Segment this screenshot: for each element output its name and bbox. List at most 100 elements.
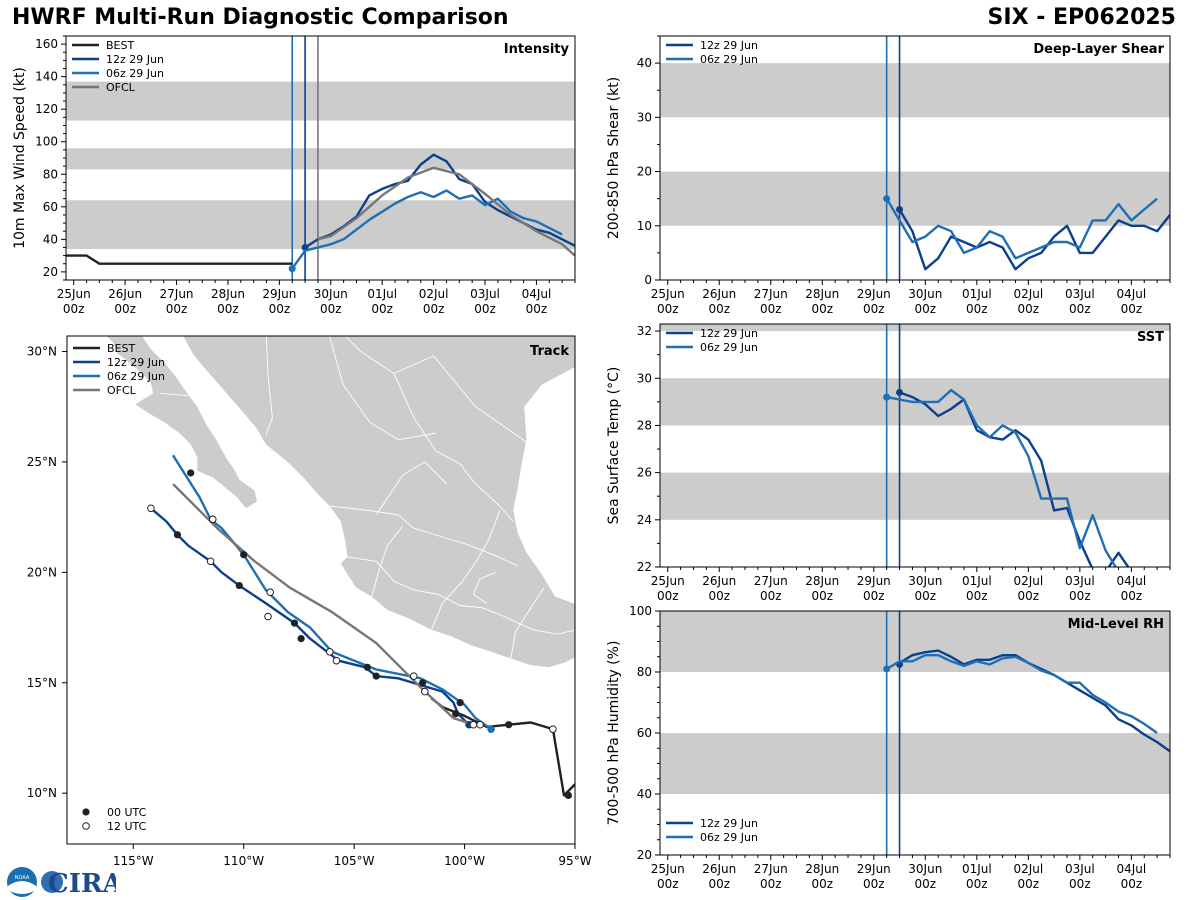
threshold-band [660,63,1170,118]
y-tick-label: 30 [637,110,652,124]
x-tick-label: 03Jul [1065,862,1095,876]
legend-label: 00 UTC [107,806,147,819]
state-border [510,587,545,659]
x-tick-label: 25Jun [651,574,685,588]
latitude-label: 25°N [27,455,57,469]
x-tick-label: 00z [371,302,393,316]
x-tick-label: 00z [863,877,885,891]
x-tick-label: 00z [966,589,988,603]
x-tick-label: 00z [708,589,730,603]
state-border [328,336,436,441]
figure-title: HWRF Multi-Run Diagnostic Comparison [12,5,509,30]
threshold-band [660,324,1170,332]
x-tick-label: 26Jun [702,862,736,876]
threshold-band [660,472,1170,520]
legend-label: 06z 29 Jun [700,53,758,66]
track-point-00utc [419,679,427,687]
longitude-label: 105°W [334,854,375,868]
state-border [371,525,404,597]
panel-shear: 01020304025Jun00z26Jun00z27Jun00z28Jun00… [606,35,1171,316]
track-point-12utc [206,557,215,566]
x-tick-label: 00z [760,589,782,603]
x-tick-label: 00z [657,877,679,891]
x-tick-label: 27Jun [754,287,788,301]
noaa-wave-icon [8,881,36,894]
x-tick-label: 00z [63,302,85,316]
x-tick-label: 00z [657,589,679,603]
state-border [344,336,527,443]
y-tick-label: 40 [43,232,58,246]
series-line-run12 [898,208,1170,271]
panel-title: Intensity [504,42,570,57]
legend-label: 12z 29 Jun [700,39,758,52]
threshold-band [66,148,575,170]
y-axis-label: Sea Surface Temp (°C) [606,367,622,525]
init-marker-run06 [883,195,891,203]
y-tick-label: 28 [637,418,652,432]
longitude-label: 100°W [444,854,485,868]
y-tick-label: 0 [644,273,652,287]
panel-intensity: 2040608010012014016025Jun00z26Jun00z27Ju… [12,35,576,316]
x-tick-label: 00z [811,302,833,316]
x-tick-label: 30Jun [908,574,942,588]
x-tick-label: 04Jul [1116,287,1146,301]
x-tick-label: 26Jun [702,287,736,301]
x-tick-label: 04Jul [1116,862,1146,876]
x-tick-label: 29Jun [857,574,891,588]
y-axis-label: 10m Max Wind Speed (kt) [12,67,28,249]
x-tick-label: 00z [1121,589,1143,603]
init-marker-run06 [883,393,891,401]
x-tick-label: 00z [269,302,291,316]
state-border [375,461,448,516]
track-point-00utc [452,710,460,718]
x-tick-label: 00z [811,877,833,891]
series-line-run06 [291,189,563,270]
track-init-marker-run06 [487,725,495,733]
x-tick-label: 00z [114,302,136,316]
x-tick-label: 00z [708,302,730,316]
y-tick-label: 80 [637,665,652,679]
state-border [472,571,496,604]
track-line-run06 [171,454,492,731]
y-tick-label: 24 [637,513,652,527]
y-tick-label: 40 [637,787,652,801]
track-point-12utc [266,588,275,597]
state-border [159,392,189,397]
state-border [329,505,518,567]
y-tick-label: 26 [637,466,652,480]
x-tick-label: 00z [708,877,730,891]
x-tick-label: 00z [320,302,342,316]
y-tick-label: 30 [637,371,652,385]
latitude-label: 10°N [27,786,57,800]
y-tick-label: 10 [637,219,652,233]
x-tick-label: 29Jun [857,862,891,876]
storm-id: SIX - EP062025 [987,5,1176,30]
globe-icon [41,871,63,893]
legend-marker-00utc [82,808,90,816]
track-point-12utc [326,648,334,656]
track-point-12utc [421,687,429,696]
track-point-00utc [187,469,195,477]
legend-label: BEST [106,39,134,52]
y-tick-label: 120 [35,102,58,116]
x-tick-label: 01Jul [962,287,992,301]
latitude-label: 30°N [27,344,57,358]
track-point-12utc [409,672,418,680]
y-axis-label: 700-500 hPa Humidity (%) [606,641,622,826]
state-border [430,510,501,630]
x-tick-label: 01Jul [962,574,992,588]
x-tick-label: 04Jul [1116,574,1146,588]
x-tick-label: 25Jun [651,287,685,301]
threshold-band [660,611,1170,672]
legend-label: 12z 29 Jun [106,53,164,66]
legend-label: 12 UTC [107,820,147,833]
track-point-12utc [208,515,217,524]
x-tick-label: 00z [1069,589,1091,603]
init-marker-run12 [896,388,904,396]
legend-label: 06z 29 Jun [700,341,758,354]
track-point-12utc [264,612,272,621]
series-line-run06 [885,197,1158,260]
panel-title: Track [530,344,569,359]
y-axis-label: 200-850 hPa Shear (kt) [606,77,622,239]
y-tick-label: 22 [637,560,652,574]
